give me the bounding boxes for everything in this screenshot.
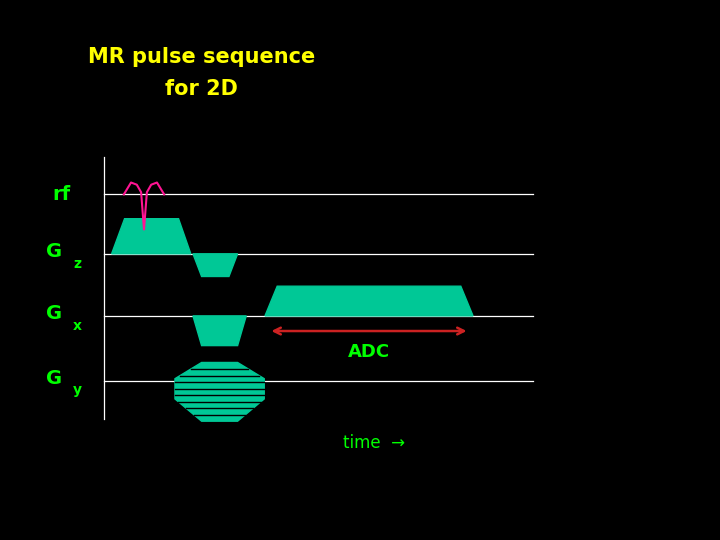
Polygon shape	[193, 316, 246, 346]
Polygon shape	[265, 286, 473, 316]
Text: ADC: ADC	[348, 342, 390, 361]
Text: z: z	[73, 256, 81, 271]
Polygon shape	[175, 362, 264, 421]
Text: G: G	[46, 303, 62, 323]
Polygon shape	[193, 254, 238, 276]
Text: G: G	[46, 368, 62, 388]
Text: MR pulse sequence: MR pulse sequence	[88, 46, 315, 67]
Text: rf: rf	[52, 185, 71, 204]
Text: x: x	[73, 319, 81, 333]
Text: y: y	[73, 383, 81, 397]
Text: for 2D: for 2D	[165, 79, 238, 99]
Text: G: G	[46, 241, 62, 261]
Text: time  →: time →	[343, 434, 405, 452]
Polygon shape	[112, 219, 191, 254]
